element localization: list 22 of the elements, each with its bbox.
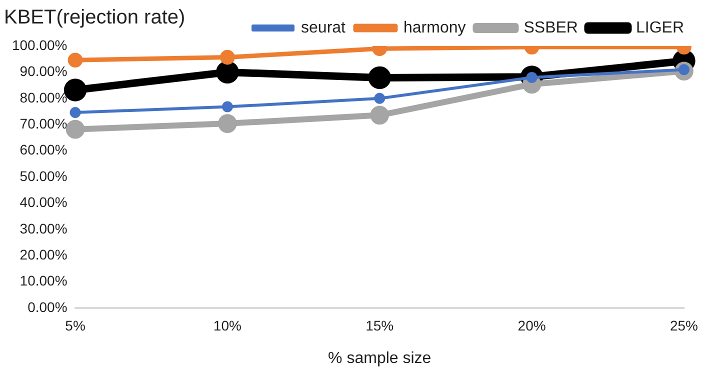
y-tick-label: 100.00% [12,36,68,53]
y-tick-label: 10.00% [20,272,68,289]
x-tick-label: 10% [213,317,242,334]
legend-label: SSBER [524,19,578,36]
legend-label: harmony [403,19,466,36]
y-tick-label: 30.00% [20,220,68,236]
y-tick-label: 0.00% [28,298,68,315]
y-tick-label: 50.00% [20,168,68,184]
x-tick-label: 25% [670,317,698,334]
x-tick-label: 20% [518,317,546,334]
y-tick-label: 90.00% [20,63,68,80]
x-tick-label: 15% [366,317,394,334]
y-tick-label: 40.00% [20,194,68,210]
y-tick-label: 60.00% [20,142,68,158]
chart-title: KBET(rejection rate) [4,6,186,29]
legend-label: LIGER [636,19,684,36]
y-tick-label: 20.00% [20,246,68,262]
y-tick-label: 80.00% [20,89,68,106]
y-tick-label: 70.00% [20,115,68,132]
x-tick-label: 5% [65,317,86,334]
legend-label: seurat [301,19,346,36]
x-axis-title: % sample size [328,350,432,367]
